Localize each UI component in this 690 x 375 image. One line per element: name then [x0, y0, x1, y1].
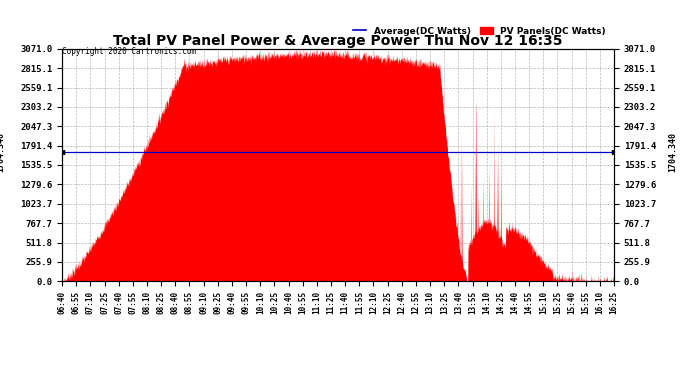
Text: 1704.340: 1704.340 — [668, 132, 677, 172]
Text: 1704.340: 1704.340 — [0, 132, 6, 172]
Text: Copyright 2020 Cartronics.com: Copyright 2020 Cartronics.com — [62, 47, 196, 56]
Legend: Average(DC Watts), PV Panels(DC Watts): Average(DC Watts), PV Panels(DC Watts) — [349, 23, 609, 39]
Title: Total PV Panel Power & Average Power Thu Nov 12 16:35: Total PV Panel Power & Average Power Thu… — [113, 34, 563, 48]
